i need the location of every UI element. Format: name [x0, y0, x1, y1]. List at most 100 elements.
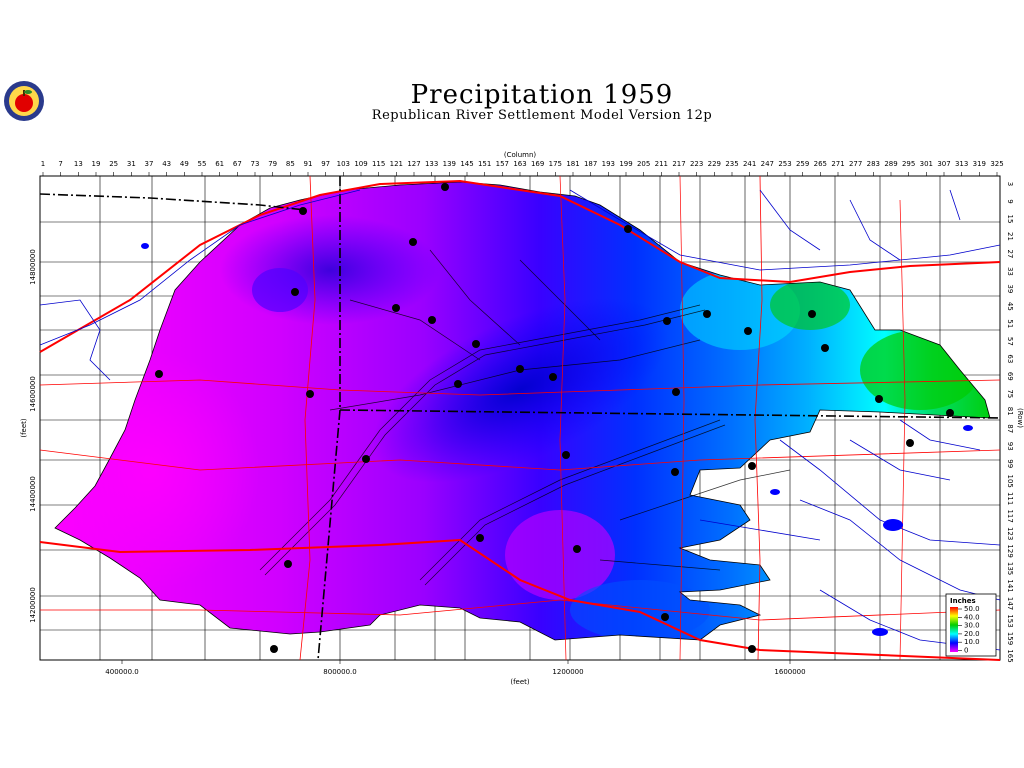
legend-entry-label: 10.0 — [964, 638, 980, 646]
column-tick-label: 181 — [566, 160, 579, 168]
row-tick-label: 81 — [1006, 407, 1014, 416]
column-tick-label: 127 — [407, 160, 420, 168]
row-tick-label: 111 — [1006, 492, 1014, 505]
column-tick-label: 217 — [672, 160, 685, 168]
column-tick-label: 97 — [321, 160, 330, 168]
row-tick-label: 45 — [1006, 302, 1014, 311]
column-tick-label: 43 — [162, 160, 171, 168]
column-tick-label: 241 — [743, 160, 756, 168]
row-tick-labels: 3915212733394551576369758187939910511111… — [1006, 182, 1014, 663]
column-tick-label: 205 — [637, 160, 650, 168]
row-tick-label: 75 — [1006, 389, 1014, 398]
column-tick-label: 313 — [955, 160, 968, 168]
y-tick-label: 14400000 — [29, 476, 37, 512]
y-axis-label: (feet) — [20, 418, 28, 438]
column-tick-label: 31 — [127, 160, 136, 168]
stream-valleys — [259, 249, 791, 586]
column-tick-label: 25 — [109, 160, 118, 168]
row-tick-label: 51 — [1006, 319, 1014, 328]
legend-title: Inches — [950, 597, 976, 605]
x-tick-labels: 400000.0 800000.0 1200000 1600000 — [105, 660, 806, 676]
legend-entry-label: 20.0 — [964, 630, 980, 638]
column-tick-label: 157 — [496, 160, 509, 168]
column-tick-label: 163 — [513, 160, 526, 168]
row-tick-label: 33 — [1006, 267, 1014, 276]
apple-logo-icon — [3, 80, 45, 122]
column-tick-labels: 1 7 13 19 25 31 37 43 49 55 61 67 73 79 85 91 97 103 109 11… — [41, 160, 1004, 176]
y-tick-label: 14800000 — [29, 249, 37, 285]
row-tick-label: 165 — [1006, 649, 1014, 662]
legend-entry-label: 50.0 — [964, 605, 980, 613]
column-tick-label: 271 — [831, 160, 844, 168]
column-tick-label: 283 — [867, 160, 880, 168]
column-tick-label: 325 — [990, 160, 1003, 168]
legend-entry-label: 30.0 — [964, 622, 980, 630]
column-tick-label: 19 — [92, 160, 101, 168]
row-tick-label: 153 — [1006, 614, 1014, 627]
roads — [39, 175, 1001, 661]
reservoirs — [141, 243, 973, 636]
column-tick-label: 277 — [849, 160, 862, 168]
row-tick-label: 87 — [1006, 424, 1014, 433]
column-tick-label: 79 — [268, 160, 277, 168]
legend-entry-label: 40.0 — [964, 613, 980, 621]
column-tick-label: 169 — [531, 160, 544, 168]
column-tick-label: 223 — [690, 160, 703, 168]
row-tick-label: 159 — [1006, 632, 1014, 645]
column-tick-label: 259 — [796, 160, 809, 168]
row-tick-label: 21 — [1006, 232, 1014, 241]
row-tick-label: 135 — [1006, 562, 1014, 575]
row-tick-label: 105 — [1006, 474, 1014, 487]
map-title: Precipitation 1959 — [410, 80, 674, 110]
row-tick-label: 129 — [1006, 544, 1014, 557]
y-tick-label: 14600000 — [29, 376, 37, 412]
column-tick-label: 49 — [180, 160, 189, 168]
row-tick-label: 15 — [1006, 215, 1014, 224]
column-tick-label: 85 — [286, 160, 295, 168]
row-tick-label: 99 — [1006, 459, 1014, 468]
map-subtitle: Republican River Settlement Model Versio… — [371, 108, 713, 123]
column-tick-label: 175 — [549, 160, 562, 168]
column-tick-label: 151 — [478, 160, 491, 168]
row-tick-label: 9 — [1006, 199, 1014, 203]
column-tick-label: 121 — [390, 160, 403, 168]
column-tick-label: 319 — [973, 160, 986, 168]
row-tick-label: 27 — [1006, 249, 1014, 258]
column-tick-label: 1 — [41, 160, 45, 168]
row-tick-label: 57 — [1006, 337, 1014, 346]
row-tick-label: 147 — [1006, 597, 1014, 610]
column-tick-label: 103 — [337, 160, 350, 168]
column-tick-label: 109 — [354, 160, 367, 168]
column-tick-label: 139 — [443, 160, 456, 168]
x-tick-label: 1600000 — [774, 668, 805, 676]
column-axis-label: (Column) — [504, 151, 537, 159]
column-tick-label: 7 — [58, 160, 62, 168]
row-axis-label: (Row) — [1016, 408, 1024, 428]
row-tick-label: 63 — [1006, 354, 1014, 363]
column-tick-label: 253 — [778, 160, 791, 168]
column-tick-label: 247 — [761, 160, 774, 168]
row-tick-label: 93 — [1006, 442, 1014, 451]
column-tick-label: 115 — [372, 160, 385, 168]
column-tick-label: 193 — [602, 160, 615, 168]
column-tick-label: 13 — [74, 160, 83, 168]
column-tick-label: 229 — [708, 160, 721, 168]
x-tick-label: 1200000 — [552, 668, 583, 676]
column-tick-label: 199 — [619, 160, 632, 168]
y-tick-labels: 14800000 14600000 14400000 14200000 — [29, 249, 37, 623]
legend: Inches 50.040.030.020.010.00 — [945, 593, 997, 657]
column-tick-label: 265 — [814, 160, 827, 168]
x-axis-label: (feet) — [510, 678, 530, 686]
x-tick-label: 800000.0 — [323, 668, 356, 676]
row-tick-label: 117 — [1006, 509, 1014, 522]
column-tick-label: 289 — [884, 160, 897, 168]
column-tick-label: 295 — [902, 160, 915, 168]
weather-stations — [155, 183, 954, 653]
column-tick-label: 55 — [198, 160, 207, 168]
column-tick-label: 301 — [920, 160, 933, 168]
row-tick-label: 3 — [1006, 182, 1014, 186]
row-tick-label: 123 — [1006, 527, 1014, 540]
column-tick-label: 187 — [584, 160, 597, 168]
state-boundaries — [39, 176, 1001, 661]
